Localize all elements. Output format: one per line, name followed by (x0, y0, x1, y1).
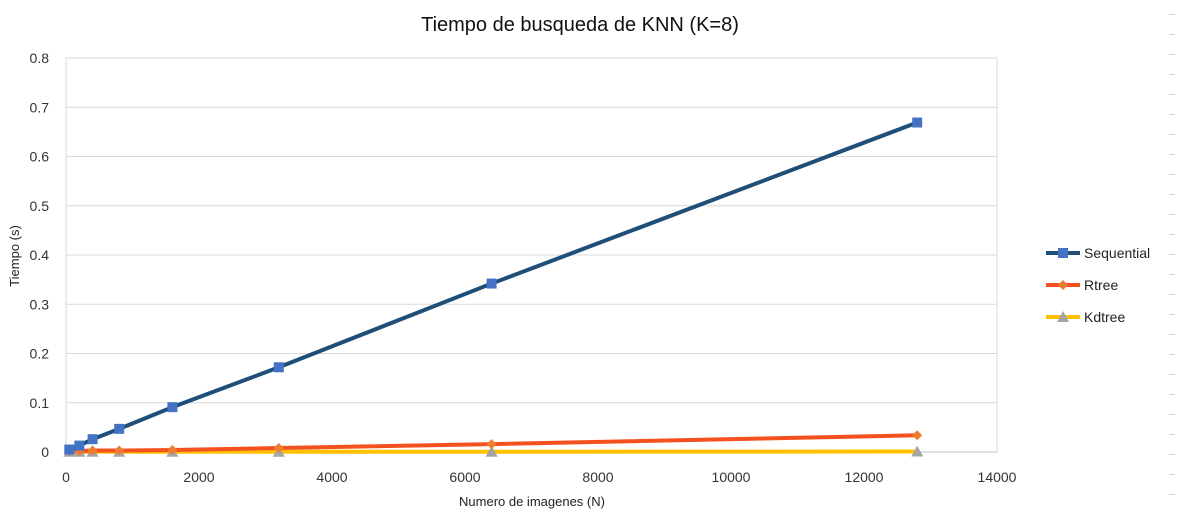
sheet-edge-mark (1169, 254, 1175, 255)
sheet-edge-mark (1169, 194, 1175, 195)
legend-label-kdtree: Kdtree (1084, 309, 1125, 325)
x-tick-label: 6000 (449, 469, 480, 485)
chart-title: Tiempo de busqueda de KNN (K=8) (421, 14, 739, 36)
y-tick-label: 0.4 (30, 247, 50, 263)
rtree-point (273, 443, 284, 454)
legend-label-sequential: Sequential (1084, 245, 1150, 261)
sequential-point (912, 117, 923, 128)
legend: Sequential Rtree Kdtree (1046, 245, 1150, 325)
sheet-edge-mark (1169, 434, 1175, 435)
sheet-edge-mark (1169, 34, 1175, 35)
y-tick-label: 0.1 (30, 395, 50, 411)
sheet-edge-mark (1169, 154, 1175, 155)
sheet-edge-mark (1169, 54, 1175, 55)
x-axis-ticks: 0 2000 4000 6000 8000 10000 12000 14000 (62, 469, 1017, 485)
rtree-point (486, 439, 497, 450)
sequential-point (74, 440, 85, 451)
legend-marker-kdtree (1057, 311, 1069, 322)
rtree-point (87, 445, 98, 456)
y-tick-label: 0 (41, 444, 49, 460)
sequential-point (64, 444, 75, 455)
y-tick-label: 0.6 (30, 149, 50, 165)
sheet-edge-mark (1169, 94, 1175, 95)
sheet-edge-mark (1169, 74, 1175, 75)
sheet-edge-mark (1169, 294, 1175, 295)
y-tick-label: 0.3 (30, 296, 50, 312)
sheet-edge-mark (1169, 474, 1175, 475)
sequential-point (87, 434, 98, 445)
sheet-edge-mark (1169, 14, 1175, 15)
sheet-edge-mark (1169, 134, 1175, 135)
sheet-edge-mark (1169, 394, 1175, 395)
x-tick-label: 12000 (845, 469, 884, 485)
y-tick-label: 0.5 (30, 198, 50, 214)
legend-marker-sequential (1058, 248, 1068, 258)
x-tick-label: 0 (62, 469, 70, 485)
sheet-edge-mark (1169, 114, 1175, 115)
sequential-point (273, 362, 284, 373)
sheet-edge-mark (1169, 454, 1175, 455)
y-tick-label: 0.8 (30, 50, 50, 66)
sheet-edge-mark (1169, 274, 1175, 275)
rtree-point (167, 445, 178, 456)
sequential-point (167, 402, 178, 413)
sequential-point (486, 278, 497, 289)
series-group (63, 117, 924, 457)
kdtree-point (485, 445, 498, 457)
sheet-edge-mark (1169, 414, 1175, 415)
rtree-point (912, 430, 923, 441)
x-tick-label: 8000 (582, 469, 613, 485)
legend-label-rtree: Rtree (1084, 277, 1118, 293)
series-sequential (64, 117, 923, 455)
sheet-edge-mark (1169, 174, 1175, 175)
sheet-edge-mark (1169, 234, 1175, 235)
x-tick-label: 4000 (316, 469, 347, 485)
x-tick-label: 14000 (978, 469, 1017, 485)
sheet-edge-mark (1169, 374, 1175, 375)
sheet-edge-mark (1169, 354, 1175, 355)
sheet-edge-mark (1169, 334, 1175, 335)
y-tick-label: 0.7 (30, 99, 50, 115)
y-axis-ticks: 0 0.1 0.2 0.3 0.4 0.5 0.6 0.7 0.8 (30, 50, 50, 460)
x-tick-label: 10000 (712, 469, 751, 485)
sheet-edge-mark (1169, 314, 1175, 315)
x-axis-title: Numero de imagenes (N) (459, 494, 605, 509)
sheet-edge-mark (1169, 494, 1175, 495)
y-tick-label: 0.2 (30, 346, 50, 362)
legend-marker-rtree (1058, 280, 1068, 290)
rtree-point (114, 445, 125, 456)
x-tick-label: 2000 (183, 469, 214, 485)
y-axis-title: Tiempo (s) (7, 225, 22, 287)
sheet-edge-mark (1169, 214, 1175, 215)
kdtree-point (911, 445, 924, 457)
sequential-point (114, 423, 125, 434)
